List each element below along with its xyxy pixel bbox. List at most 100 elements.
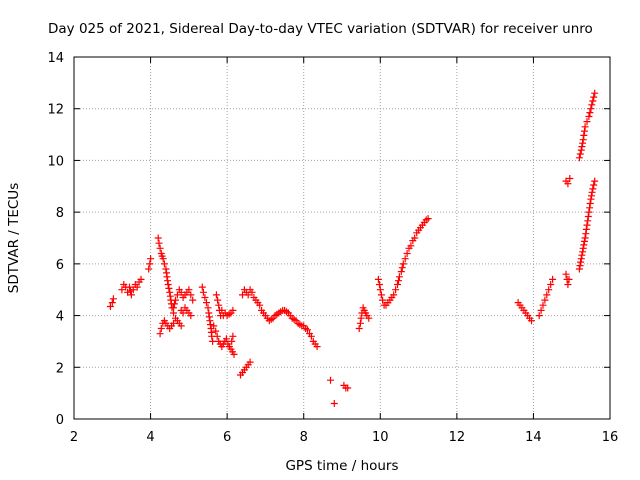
data-point bbox=[403, 250, 411, 257]
data-point bbox=[365, 314, 373, 322]
data-point bbox=[587, 105, 595, 113]
data-point bbox=[407, 242, 415, 250]
data-point bbox=[590, 181, 598, 189]
data-point bbox=[401, 255, 409, 263]
x-tick-label: 12 bbox=[449, 430, 466, 445]
data-point bbox=[256, 301, 264, 309]
data-point bbox=[214, 296, 222, 304]
data-point bbox=[215, 301, 223, 309]
y-tick-label: 0 bbox=[56, 413, 64, 428]
data-point bbox=[108, 299, 116, 307]
data-point bbox=[127, 291, 135, 299]
y-tick-label: 10 bbox=[47, 154, 64, 169]
data-point bbox=[165, 284, 173, 292]
data-point bbox=[397, 268, 405, 276]
data-point bbox=[549, 275, 557, 283]
data-point bbox=[535, 312, 543, 320]
data-point bbox=[229, 332, 237, 340]
data-point bbox=[129, 286, 137, 294]
data-point bbox=[213, 332, 221, 340]
data-point bbox=[304, 326, 311, 334]
data-point bbox=[154, 234, 162, 242]
plot-frame bbox=[73, 56, 611, 420]
data-point bbox=[212, 291, 220, 299]
data-point bbox=[170, 319, 177, 327]
data-point bbox=[356, 319, 364, 327]
data-point bbox=[589, 97, 597, 105]
data-point bbox=[137, 275, 145, 283]
data-point bbox=[424, 215, 432, 223]
data-point bbox=[376, 286, 384, 294]
y-tick-label: 8 bbox=[56, 206, 64, 221]
y-axis-label: SDTVAR / TECUs bbox=[6, 183, 22, 293]
data-point bbox=[582, 230, 590, 238]
data-point bbox=[580, 131, 588, 139]
data-point bbox=[248, 288, 256, 296]
x-tick-label: 14 bbox=[525, 430, 542, 445]
data-point bbox=[580, 241, 588, 249]
data-points bbox=[106, 89, 599, 407]
data-point bbox=[133, 283, 141, 291]
data-point bbox=[588, 188, 596, 196]
data-point bbox=[199, 288, 207, 296]
data-point bbox=[564, 180, 572, 188]
x-tick-label: 6 bbox=[223, 430, 231, 445]
data-point bbox=[589, 185, 597, 193]
data-point bbox=[222, 335, 230, 343]
data-point bbox=[330, 400, 338, 407]
data-point bbox=[203, 299, 210, 307]
data-point bbox=[584, 213, 592, 220]
data-point bbox=[579, 248, 587, 256]
data-point bbox=[189, 296, 197, 304]
y-tick-label: 4 bbox=[56, 310, 64, 325]
data-point bbox=[145, 265, 153, 273]
data-point bbox=[177, 322, 185, 330]
data-point bbox=[528, 317, 535, 325]
data-point bbox=[578, 251, 586, 259]
data-point bbox=[313, 343, 321, 351]
x-tick-label: 10 bbox=[372, 430, 389, 445]
data-point bbox=[583, 221, 591, 229]
data-point bbox=[579, 139, 587, 147]
data-point bbox=[212, 327, 220, 335]
data-point bbox=[564, 281, 572, 288]
y-tick-label: 6 bbox=[56, 258, 64, 273]
data-point bbox=[399, 260, 407, 268]
data-point bbox=[327, 376, 334, 384]
x-tick-label: 4 bbox=[146, 430, 154, 445]
grid bbox=[74, 57, 610, 419]
data-point bbox=[586, 109, 594, 117]
data-point bbox=[172, 296, 179, 304]
chart-title: Day 025 of 2021, Sidereal Day-to-day VTE… bbox=[48, 21, 593, 37]
data-point bbox=[547, 281, 555, 288]
data-point bbox=[156, 330, 164, 338]
data-point bbox=[585, 113, 593, 120]
data-point bbox=[170, 304, 177, 312]
data-point bbox=[392, 286, 400, 294]
data-point bbox=[344, 384, 352, 392]
data-point bbox=[588, 101, 596, 109]
data-point bbox=[586, 200, 594, 207]
data-point bbox=[395, 273, 403, 281]
data-point bbox=[379, 296, 387, 304]
data-point bbox=[590, 93, 598, 101]
data-point bbox=[583, 118, 591, 126]
y-tick-label: 12 bbox=[47, 103, 64, 118]
data-point bbox=[578, 143, 586, 151]
data-point bbox=[171, 300, 178, 308]
x-tick-label: 2 bbox=[70, 430, 78, 445]
data-point bbox=[187, 312, 195, 320]
data-point bbox=[106, 303, 114, 310]
data-point bbox=[160, 260, 168, 268]
data-point bbox=[586, 204, 594, 212]
data-point bbox=[395, 277, 402, 285]
data-point bbox=[204, 304, 212, 312]
data-point bbox=[585, 208, 593, 216]
data-point bbox=[118, 286, 126, 294]
data-point bbox=[159, 255, 167, 263]
data-point bbox=[198, 283, 206, 291]
data-point bbox=[228, 337, 236, 345]
data-point bbox=[147, 255, 155, 263]
data-point bbox=[355, 325, 363, 332]
